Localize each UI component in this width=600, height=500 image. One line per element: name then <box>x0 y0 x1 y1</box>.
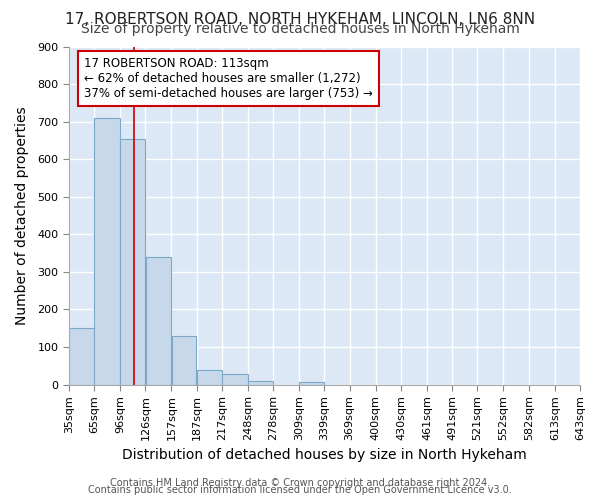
X-axis label: Distribution of detached houses by size in North Hykeham: Distribution of detached houses by size … <box>122 448 527 462</box>
Bar <box>172 336 196 384</box>
Y-axis label: Number of detached properties: Number of detached properties <box>15 106 29 325</box>
Bar <box>248 381 273 384</box>
Bar <box>299 382 324 384</box>
Bar <box>197 370 221 384</box>
Bar <box>69 328 94 384</box>
Bar <box>222 374 248 384</box>
Text: Size of property relative to detached houses in North Hykeham: Size of property relative to detached ho… <box>80 22 520 36</box>
Text: Contains public sector information licensed under the Open Government Licence v3: Contains public sector information licen… <box>88 485 512 495</box>
Bar <box>146 257 171 384</box>
Text: 17, ROBERTSON ROAD, NORTH HYKEHAM, LINCOLN, LN6 8NN: 17, ROBERTSON ROAD, NORTH HYKEHAM, LINCO… <box>65 12 535 28</box>
Text: 17 ROBERTSON ROAD: 113sqm
← 62% of detached houses are smaller (1,272)
37% of se: 17 ROBERTSON ROAD: 113sqm ← 62% of detac… <box>84 56 373 100</box>
Bar <box>94 118 120 384</box>
Bar <box>121 138 145 384</box>
Text: Contains HM Land Registry data © Crown copyright and database right 2024.: Contains HM Land Registry data © Crown c… <box>110 478 490 488</box>
